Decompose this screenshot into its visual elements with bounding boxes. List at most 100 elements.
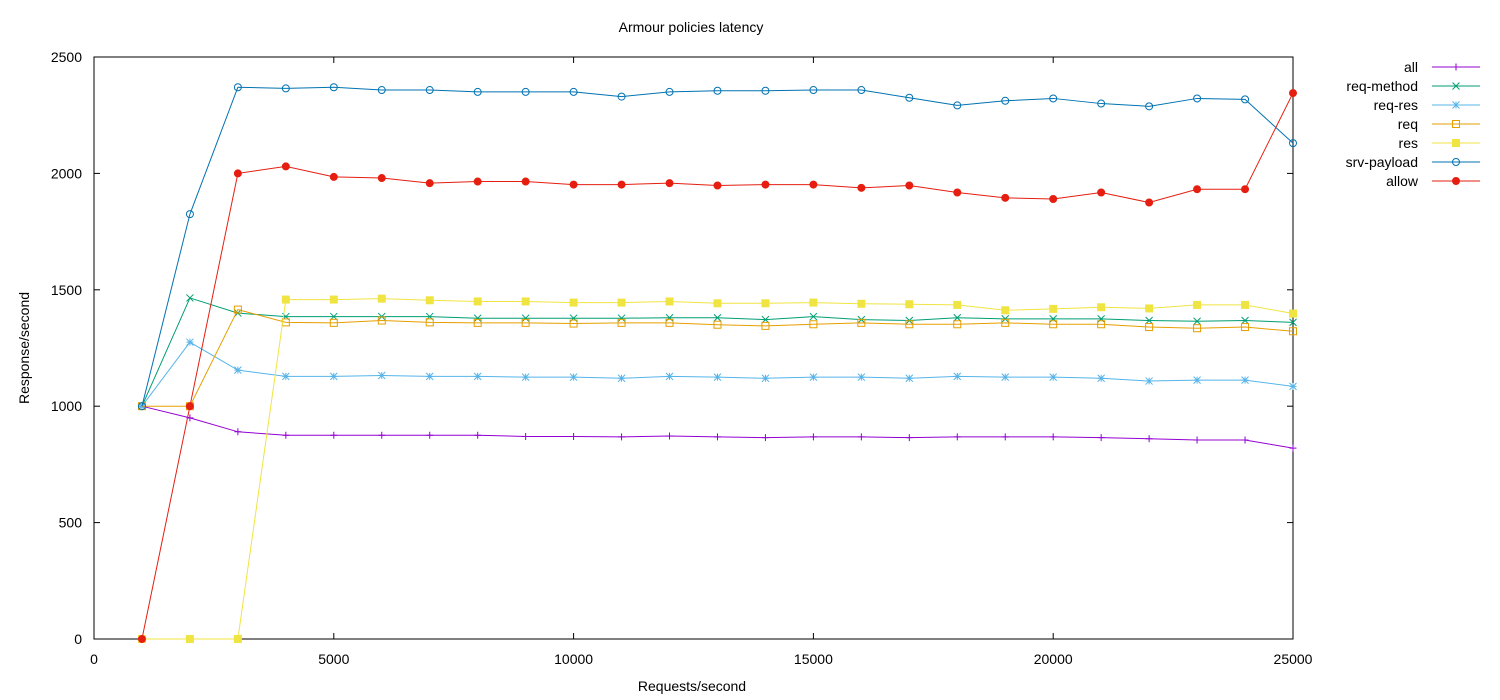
y-tick-label: 1500 (51, 282, 82, 298)
data-point (1193, 94, 1202, 103)
data-point (1289, 139, 1297, 148)
data-point (1452, 177, 1460, 185)
data-point (1145, 304, 1154, 313)
y-tick-label: 1000 (51, 398, 82, 414)
legend-label: req-method (1346, 78, 1418, 94)
data-point (761, 180, 770, 189)
data-point (569, 87, 578, 96)
legend-label: allow (1386, 173, 1419, 189)
x-tick-label: 0 (90, 651, 98, 667)
data-point (1097, 99, 1106, 108)
series-line (141, 309, 1294, 407)
data-point (713, 181, 722, 190)
data-point (1241, 436, 1249, 444)
data-point (1241, 323, 1250, 332)
data-point (1452, 101, 1460, 109)
data-point (617, 318, 626, 327)
data-point (1452, 139, 1460, 147)
data-point (857, 183, 866, 192)
data-point (713, 86, 722, 95)
data-point (665, 318, 674, 327)
data-point (905, 93, 914, 102)
data-point (1289, 89, 1297, 98)
series-all (138, 402, 1297, 452)
data-point (521, 297, 530, 306)
data-point (1001, 373, 1010, 381)
series-req-res (138, 338, 1297, 411)
data-point (377, 371, 386, 380)
data-point (425, 296, 434, 305)
data-point (425, 372, 434, 381)
x-tick-label: 20000 (1034, 651, 1073, 667)
data-point (809, 433, 817, 441)
chart-title: Armour policies latency (619, 19, 764, 35)
data-point (1145, 435, 1153, 443)
data-point (761, 321, 770, 330)
data-point (377, 294, 386, 303)
data-point (617, 374, 626, 383)
data-point (1145, 102, 1154, 111)
data-point (905, 374, 914, 383)
data-point (1049, 304, 1058, 313)
data-point (1097, 434, 1105, 442)
data-point (857, 373, 866, 381)
data-point (1289, 327, 1297, 336)
data-point (1241, 316, 1249, 325)
data-point (809, 86, 818, 95)
data-point (857, 299, 866, 308)
data-point (329, 172, 338, 181)
data-point (185, 210, 194, 219)
y-axis-label: Response/second (16, 292, 32, 404)
data-point (522, 432, 530, 440)
data-point (521, 87, 530, 96)
legend-label: srv-payload (1346, 154, 1418, 170)
data-point (905, 300, 914, 309)
data-point (1145, 198, 1154, 207)
series-line (141, 86, 1294, 407)
y-tick-label: 0 (74, 631, 82, 647)
data-point (1049, 320, 1058, 329)
data-point (233, 83, 242, 92)
data-point (809, 298, 818, 307)
data-point (1049, 195, 1058, 204)
legend-label: res (1399, 135, 1418, 151)
legend-item-req: req (1398, 116, 1480, 132)
data-point (857, 318, 866, 327)
data-point (1452, 82, 1460, 90)
data-point (281, 84, 290, 93)
data-point (281, 372, 290, 381)
data-point (569, 319, 578, 328)
data-point (761, 434, 769, 442)
data-point (1097, 188, 1106, 197)
data-point (1289, 382, 1297, 391)
data-point (905, 320, 914, 329)
data-point (1049, 373, 1058, 381)
data-point (1001, 96, 1010, 105)
data-point (1097, 374, 1106, 383)
data-point (713, 433, 721, 441)
data-point (234, 366, 242, 374)
data-point (473, 297, 482, 306)
data-point (1145, 323, 1154, 332)
legend: all req-method req-res req res srv-payload all… (1346, 59, 1480, 189)
data-point (569, 373, 578, 381)
data-point (186, 294, 194, 302)
data-point (1001, 306, 1010, 315)
x-tick-label: 15000 (794, 651, 833, 667)
data-point (377, 316, 386, 325)
data-point (953, 313, 962, 322)
data-point (1049, 433, 1057, 441)
series-line (141, 92, 1294, 640)
data-point (1001, 318, 1010, 327)
data-point (953, 188, 962, 197)
data-point (1193, 324, 1202, 333)
data-point (665, 372, 674, 381)
data-point (569, 298, 578, 307)
data-point (473, 314, 482, 323)
data-point (329, 318, 338, 327)
data-point (1193, 436, 1201, 444)
data-point (1001, 193, 1010, 202)
data-point (233, 635, 242, 643)
y-tick-label: 500 (59, 515, 83, 531)
data-point (617, 92, 626, 101)
